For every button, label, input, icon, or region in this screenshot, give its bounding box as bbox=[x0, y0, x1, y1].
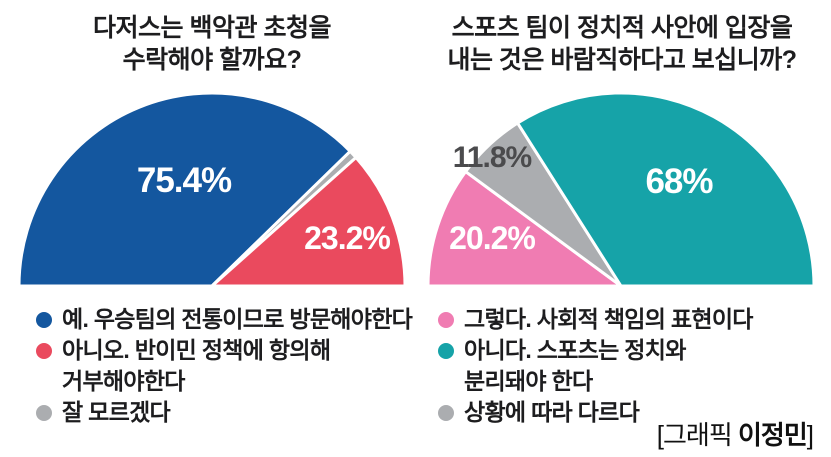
legend-label: 아니오. 반이민 정책에 항의해 거부해야한다 bbox=[62, 337, 331, 394]
pie-value-label: 23.2% bbox=[304, 220, 390, 256]
credit-prefix: [그래픽 bbox=[656, 420, 738, 450]
chart-title-sports: 스포츠 팀이 정치적 사안에 입장을 내는 것은 바람직하다고 보십니까? bbox=[447, 14, 797, 74]
legend-label: 아니다. 스포츠는 정치와 분리돼야 한다 bbox=[464, 337, 686, 394]
legend-item: 잘 모르겠다 bbox=[36, 397, 412, 428]
pie-slice bbox=[426, 170, 623, 288]
pie-slice bbox=[17, 91, 352, 288]
legend-item: 그렇다. 사회적 책임의 표현이다 bbox=[438, 304, 753, 335]
legend-label: 잘 모르겠다 bbox=[62, 399, 171, 425]
legend-label: 그렇다. 사회적 책임의 표현이다 bbox=[464, 306, 753, 332]
credit-line: [그래픽 이정민] bbox=[656, 415, 814, 452]
legend-dot-pink bbox=[438, 312, 454, 328]
semi-pie-chart-sports: 20.2% 11.8% 68% bbox=[426, 91, 816, 288]
chart-title-dodgers: 다저스는 백악관 초청을 수락해야 할까요? bbox=[93, 14, 331, 74]
credit-suffix: ] bbox=[806, 420, 814, 450]
legend-dot-gray bbox=[438, 405, 454, 421]
credit-name: 이정민 bbox=[738, 420, 808, 450]
legend-dot-teal bbox=[438, 343, 454, 359]
legend-dot-blue bbox=[36, 312, 52, 328]
legend-item: 예. 우승팀의 전통이므로 방문해야한다 bbox=[36, 304, 413, 335]
pie-value-label: 68% bbox=[645, 162, 713, 201]
semi-pie-chart-dodgers: 75.4% 23.2% bbox=[17, 91, 407, 288]
pie-value-label: 75.4% bbox=[137, 161, 232, 200]
legend-label: 상황에 따라 다르다 bbox=[464, 399, 640, 425]
pie-slice bbox=[516, 91, 816, 288]
legend-dot-red bbox=[36, 343, 52, 359]
legend-item: 아니오. 반이민 정책에 항의해 거부해야한다 bbox=[36, 335, 412, 397]
legend-item: 상황에 따라 다르다 bbox=[438, 397, 753, 428]
legend-item: 아니다. 스포츠는 정치와 분리돼야 한다 bbox=[438, 335, 753, 397]
legend-label: 예. 우승팀의 전통이므로 방문해야한다 bbox=[62, 306, 413, 332]
pie-value-label: 20.2% bbox=[449, 220, 535, 256]
pie-slice bbox=[210, 156, 407, 288]
legend-dodgers: 예. 우승팀의 전통이므로 방문해야한다 아니오. 반이민 정책에 항의해 거부… bbox=[36, 304, 413, 428]
legend-sports: 그렇다. 사회적 책임의 표현이다 아니다. 스포츠는 정치와 분리돼야 한다 … bbox=[438, 304, 753, 428]
legend-dot-gray bbox=[36, 405, 52, 421]
pie-value-label: 11.8% bbox=[453, 141, 532, 174]
